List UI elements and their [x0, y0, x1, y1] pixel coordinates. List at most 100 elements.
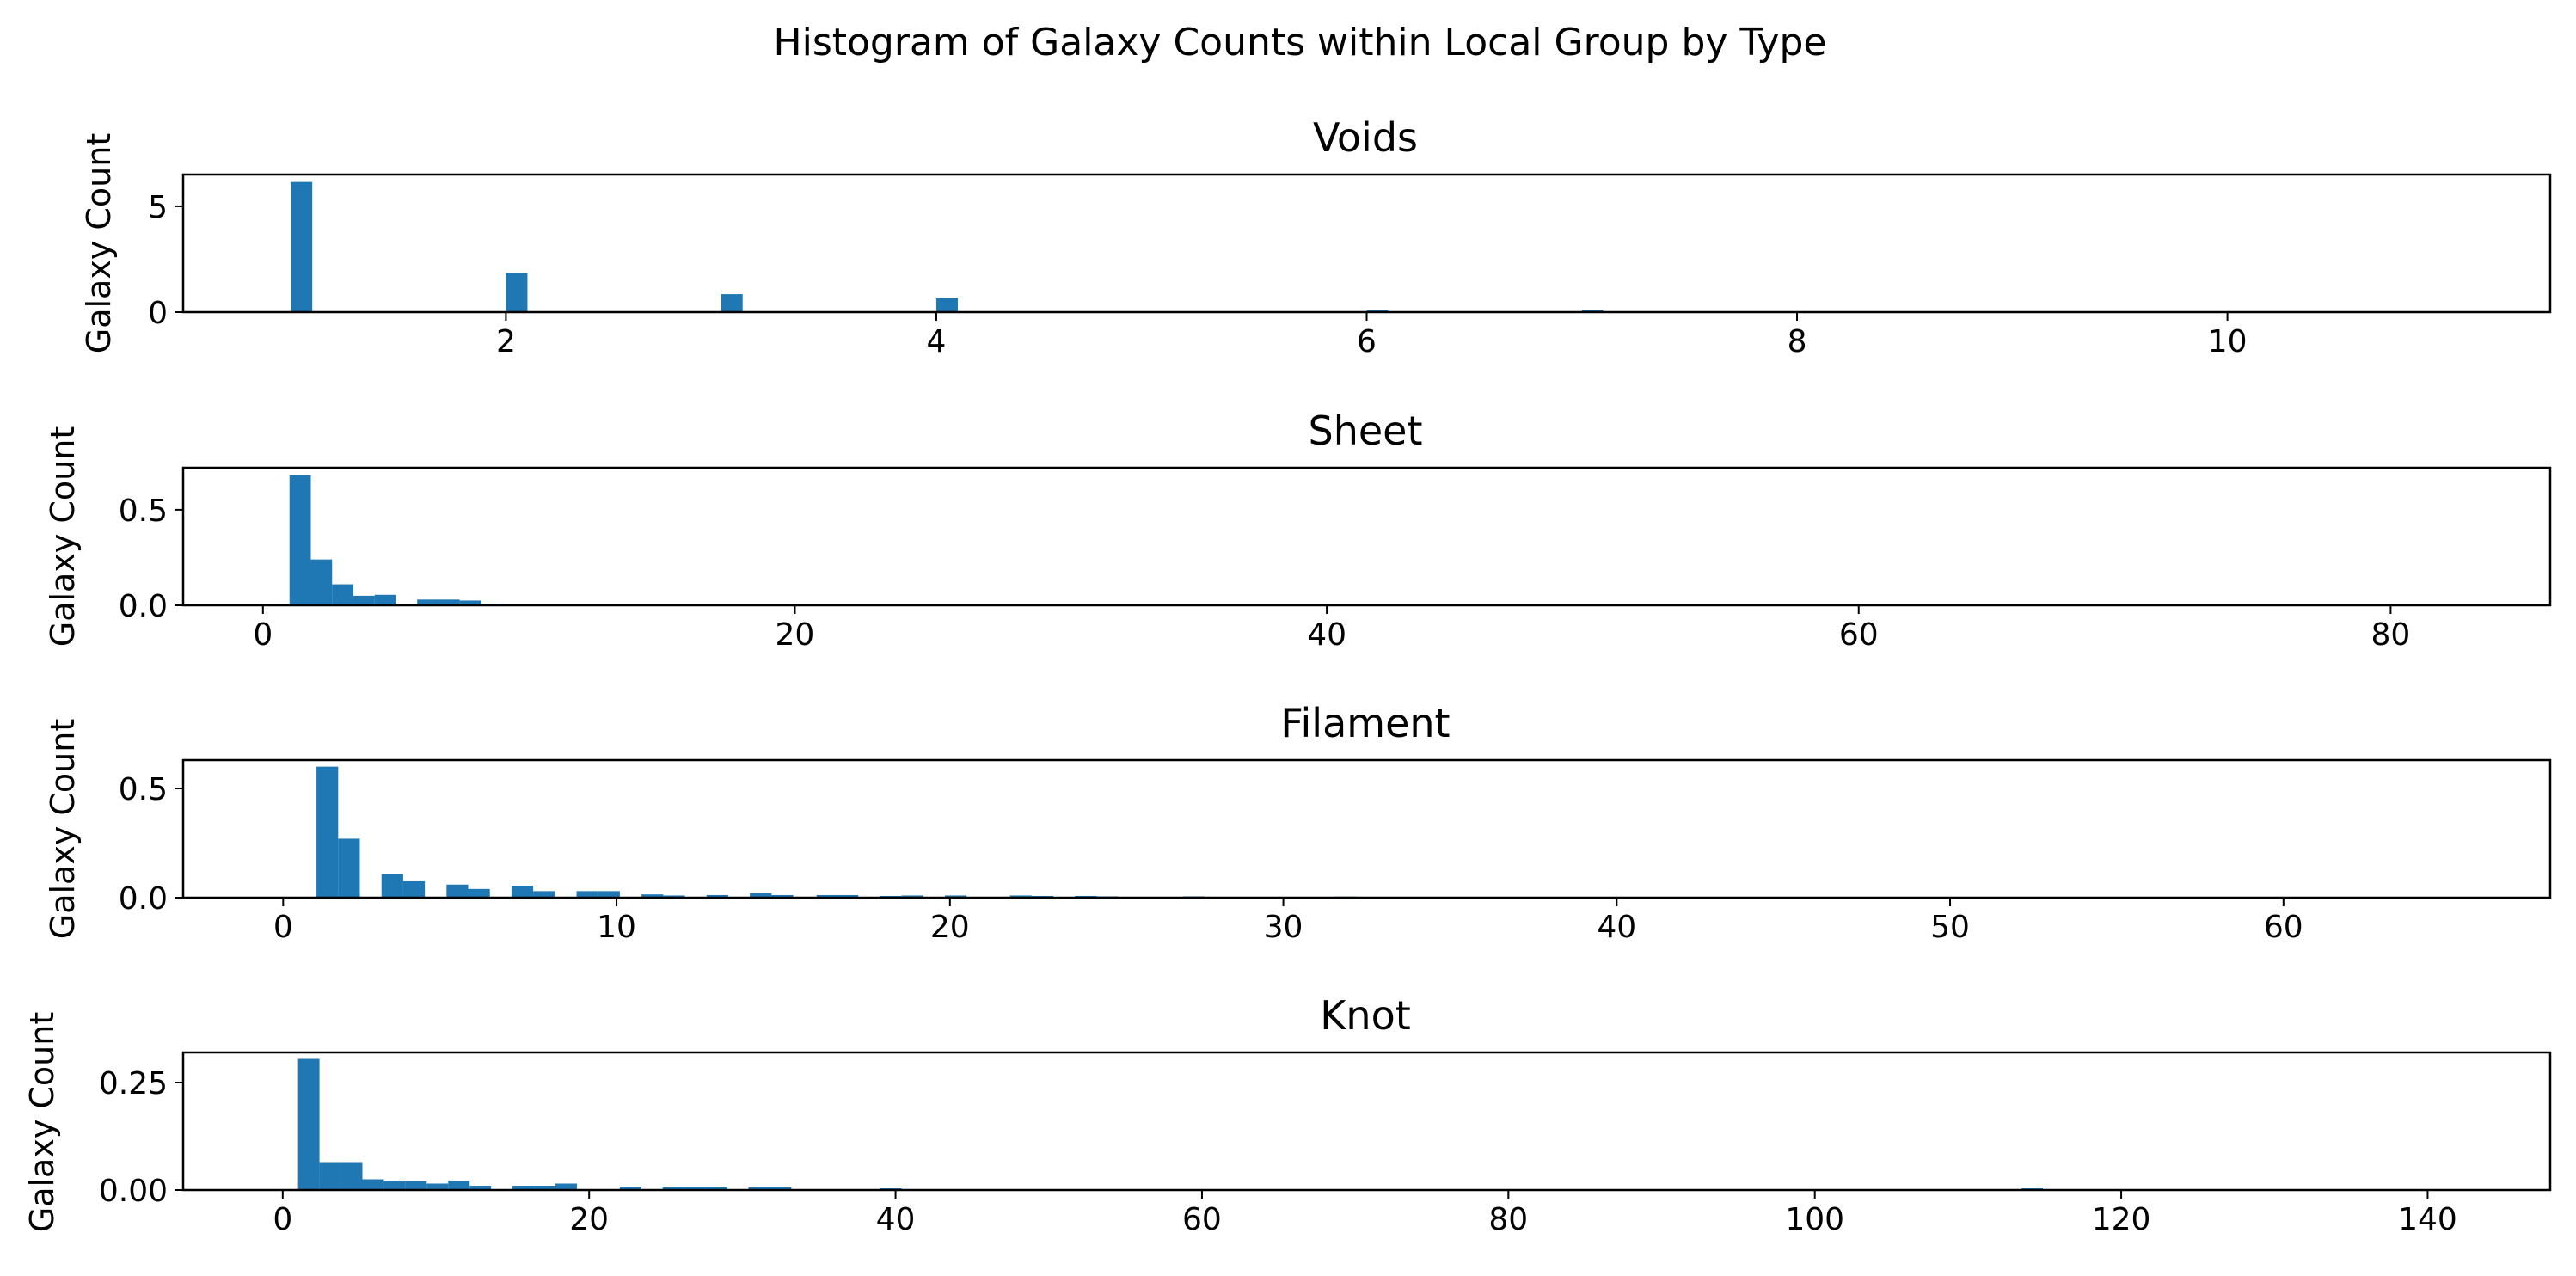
x-tick-label: 10 [597, 910, 636, 945]
y-tick-label: 0.5 [119, 494, 168, 529]
x-tick-label: 60 [2264, 910, 2303, 945]
histogram-bar [770, 1187, 792, 1190]
histogram-bar [340, 1162, 363, 1190]
histogram-bar [468, 888, 490, 898]
bar-group [297, 1058, 2044, 1190]
histogram-bar [935, 298, 958, 312]
x-tick-label: 6 [1357, 324, 1377, 359]
x-tick-label: 30 [1264, 910, 1303, 945]
histogram-bar [576, 891, 598, 898]
histogram-bar [381, 874, 403, 898]
histogram-bar [771, 894, 794, 898]
x-tick-label: 100 [1785, 1202, 1844, 1237]
histogram-bar [332, 584, 353, 605]
axes-frame [181, 173, 2552, 314]
histogram-bar [750, 893, 772, 898]
histogram-bar [721, 294, 743, 312]
histogram-bar [417, 599, 439, 605]
x-tick-label: 20 [930, 910, 970, 945]
histogram-bar [706, 894, 728, 898]
panel-title: Filament [1280, 700, 1450, 746]
y-axis-label: Galaxy Count [80, 133, 118, 353]
histogram-bar [555, 1183, 577, 1190]
tick-group: 0 20 40 60 80 100 120 140 0.00 0.25 [99, 1066, 2457, 1237]
figure-suptitle: Histogram of Galaxy Counts within Local … [774, 21, 1827, 64]
x-tick-label: 2 [496, 324, 516, 359]
histogram-bar [297, 1058, 320, 1190]
y-tick-label: 0.0 [119, 881, 168, 917]
histogram-bar [598, 891, 620, 898]
histogram-bar [362, 1179, 384, 1190]
y-axis-label: Galaxy Count [44, 426, 82, 647]
histogram-bar [405, 1181, 427, 1190]
y-tick-label: 0.5 [119, 772, 168, 807]
y-tick-label: 0.25 [99, 1066, 168, 1101]
histogram-bar [945, 895, 967, 898]
histogram-bar [289, 475, 311, 605]
histogram-bar [534, 1186, 555, 1190]
histogram-bar [619, 1187, 641, 1190]
y-tick-label: 0 [148, 296, 168, 331]
bar-group [316, 766, 1357, 898]
panel-title: Sheet [1309, 408, 1423, 454]
histogram-bar [446, 884, 469, 898]
y-axis-label: Galaxy Count [44, 719, 82, 939]
x-tick-label: 80 [2371, 617, 2410, 653]
bar-group [289, 475, 503, 605]
histogram-bar [316, 766, 339, 898]
x-tick-label: 60 [1182, 1202, 1222, 1237]
axes-frame [181, 758, 2552, 899]
x-tick-label: 0 [273, 910, 293, 945]
panel-title: Knot [1320, 992, 1411, 1039]
x-tick-label: 4 [927, 324, 947, 359]
histogram-bar [291, 181, 313, 312]
tick-group: 0 10 20 30 40 50 60 0.0 0.5 [119, 772, 2303, 945]
histogram-bar [469, 1186, 492, 1190]
histogram-bar [533, 891, 555, 898]
panel-title: Voids [1313, 114, 1418, 161]
x-tick-label: 80 [1488, 1202, 1528, 1237]
histogram-bar [512, 1186, 535, 1190]
histogram-bar [338, 838, 360, 898]
x-tick-label: 8 [1788, 324, 1807, 359]
histogram-bar [310, 559, 333, 605]
histogram-bar [684, 1187, 706, 1190]
histogram-bar [901, 895, 923, 898]
histogram-bar [426, 1183, 449, 1190]
bar-group [291, 181, 1604, 312]
histogram-bar [374, 594, 396, 605]
histogram-bar [402, 880, 426, 898]
histogram-bar [836, 894, 859, 898]
x-tick-label: 140 [2398, 1202, 2457, 1237]
x-tick-label: 40 [1597, 910, 1636, 945]
histogram-bar [662, 1187, 684, 1190]
y-tick-label: 5 [148, 190, 168, 225]
axes-frame [181, 466, 2552, 607]
panel-knot: Knot Galaxy Count 0 20 40 60 80 100 120 140 0.00… [23, 992, 2552, 1237]
x-tick-label: 20 [776, 617, 815, 653]
y-tick-label: 0.00 [99, 1174, 168, 1209]
y-tick-label: 0.0 [119, 589, 168, 624]
tick-group: 2 4 6 8 10 0 5 [148, 190, 2247, 359]
histogram-bar [448, 1181, 470, 1190]
y-axis-label: Galaxy Count [23, 1012, 61, 1232]
x-tick-label: 0 [273, 1202, 292, 1237]
histogram-bar [438, 599, 460, 605]
histogram-bar [1009, 895, 1032, 898]
panel-filament: Filament Galaxy Count 0 10 20 30 40 50 60 0.0 0.… [44, 700, 2552, 945]
x-tick-label: 120 [2092, 1202, 2151, 1237]
x-tick-label: 10 [2208, 324, 2248, 359]
tick-group: 0 20 40 60 80 0.0 0.5 [119, 494, 2411, 653]
x-tick-label: 40 [1307, 617, 1346, 653]
panel-voids: Voids Galaxy Count 2 4 6 8 10 0 5 [80, 114, 2552, 359]
x-tick-label: 60 [1839, 617, 1879, 653]
histogram-bar [705, 1187, 727, 1190]
x-tick-label: 50 [1930, 910, 1970, 945]
histogram-bar [319, 1162, 341, 1190]
histogram-bar [663, 895, 685, 898]
histogram-bar [506, 273, 528, 312]
histogram-bar [511, 886, 534, 898]
x-tick-label: 20 [569, 1202, 609, 1237]
